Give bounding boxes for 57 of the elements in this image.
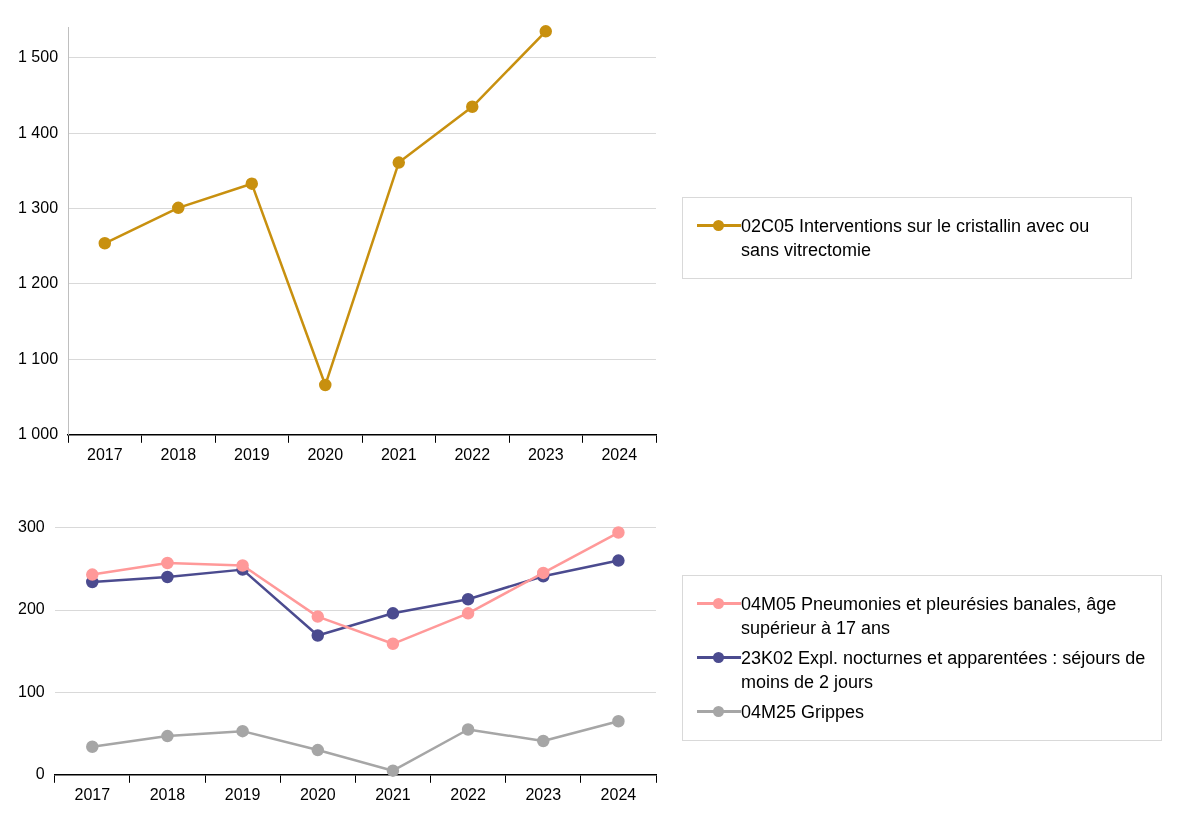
point xyxy=(236,724,249,738)
x-tick-label: 2019 xyxy=(233,445,270,463)
point xyxy=(537,734,550,748)
point xyxy=(172,201,185,215)
point xyxy=(319,378,332,392)
y-tick-label: 1 300 xyxy=(17,198,59,216)
y-tick-label: 100 xyxy=(17,682,45,700)
x-tick-label: 2023 xyxy=(527,445,564,463)
point xyxy=(236,559,249,572)
y-tick-label: 1 000 xyxy=(17,425,59,443)
x-tick-label: 2022 xyxy=(454,445,491,463)
y-tick-label: 1 400 xyxy=(17,123,59,141)
point xyxy=(461,723,475,736)
legend-label: 02C05 Interventions sur le cristallin avec ou sans vitrectomie xyxy=(741,215,1091,262)
legend-label: 04M25 Grippes xyxy=(741,701,865,724)
y-tick-label: 300 xyxy=(17,518,45,536)
x-tick-label: 2021 xyxy=(380,445,417,463)
legend-label: 04M05 Pneumonies et pleurésies banales, âge supérieur à 17 ans xyxy=(741,593,1118,640)
x-tick-label: 2023 xyxy=(525,785,562,803)
y-tick-label: 200 xyxy=(17,600,45,618)
point xyxy=(386,607,400,620)
x-tick-label: 2024 xyxy=(600,785,637,803)
point xyxy=(98,237,112,250)
point xyxy=(612,526,625,539)
point xyxy=(311,743,325,757)
point xyxy=(461,607,475,620)
point xyxy=(245,177,259,190)
point xyxy=(161,729,174,743)
point xyxy=(386,637,400,651)
point xyxy=(311,629,325,642)
point xyxy=(392,156,406,169)
x-tick-label: 2021 xyxy=(375,785,411,803)
point xyxy=(612,554,625,567)
y-tick-label: 0 xyxy=(35,765,45,783)
y-tick-label: 1 200 xyxy=(17,274,59,292)
x-tick-label: 2019 xyxy=(224,785,261,803)
point xyxy=(539,25,553,38)
x-tick-label: 2020 xyxy=(307,445,344,463)
y-tick-label: 1 100 xyxy=(17,349,59,367)
point xyxy=(86,568,99,581)
point xyxy=(161,556,174,570)
point xyxy=(311,610,325,623)
point xyxy=(461,593,475,606)
point xyxy=(161,570,174,584)
y-tick-label: 1 500 xyxy=(17,48,59,66)
point xyxy=(86,740,99,754)
point xyxy=(612,714,625,728)
x-tick-label: 2020 xyxy=(299,785,336,803)
point xyxy=(466,100,479,114)
x-tick-label: 2024 xyxy=(601,445,638,463)
x-tick-label: 2018 xyxy=(149,785,186,803)
legend-label: 23K02 Expl. nocturnes et apparentées : séjours de moins de 2 jours xyxy=(741,647,1147,694)
x-tick-label: 2017 xyxy=(86,445,123,463)
x-tick-label: 2017 xyxy=(74,785,111,803)
x-tick-label: 2022 xyxy=(450,785,486,803)
x-tick-label: 2018 xyxy=(160,445,197,463)
point xyxy=(386,764,400,777)
